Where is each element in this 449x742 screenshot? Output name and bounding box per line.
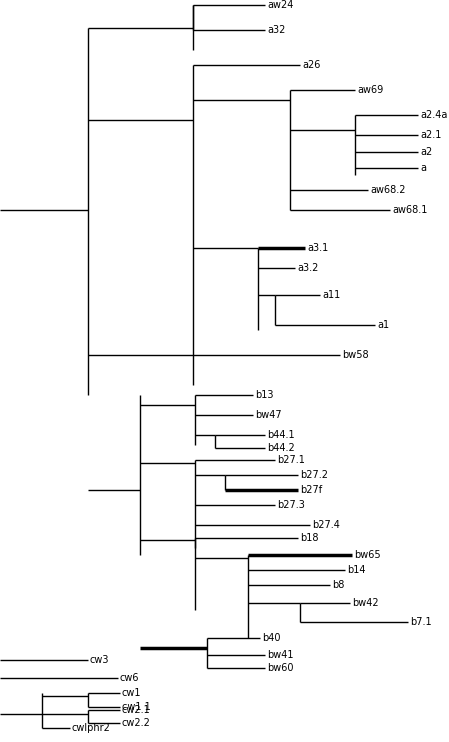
Text: b13: b13 <box>255 390 273 400</box>
Text: b27.3: b27.3 <box>277 500 305 510</box>
Text: a32: a32 <box>267 25 286 35</box>
Text: cw6: cw6 <box>120 673 140 683</box>
Text: bw58: bw58 <box>342 350 369 360</box>
Text: cw1 1: cw1 1 <box>122 702 151 712</box>
Text: b44.1: b44.1 <box>267 430 295 440</box>
Text: a2.4a: a2.4a <box>420 110 447 120</box>
Text: aw68.1: aw68.1 <box>392 205 427 215</box>
Text: aw69: aw69 <box>357 85 383 95</box>
Text: b27.4: b27.4 <box>312 520 340 530</box>
Text: b27.1: b27.1 <box>277 455 305 465</box>
Text: a11: a11 <box>322 290 340 300</box>
Text: b14: b14 <box>347 565 365 575</box>
Text: cwlphr2: cwlphr2 <box>72 723 111 733</box>
Text: b44.2: b44.2 <box>267 443 295 453</box>
Text: bw41: bw41 <box>267 650 294 660</box>
Text: a26: a26 <box>302 60 321 70</box>
Text: a3.2: a3.2 <box>297 263 318 273</box>
Text: cw2.2: cw2.2 <box>122 718 151 728</box>
Text: bw60: bw60 <box>267 663 294 673</box>
Text: bw42: bw42 <box>352 598 379 608</box>
Text: b7.1: b7.1 <box>410 617 431 627</box>
Text: cw3: cw3 <box>90 655 110 665</box>
Text: b40: b40 <box>262 633 281 643</box>
Text: b18: b18 <box>300 533 318 543</box>
Text: cw2.1: cw2.1 <box>122 705 151 715</box>
Text: aw68.2: aw68.2 <box>370 185 405 195</box>
Text: cw1: cw1 <box>122 688 141 698</box>
Text: bw65: bw65 <box>354 550 381 560</box>
Text: a1: a1 <box>377 320 389 330</box>
Text: b27f: b27f <box>300 485 322 495</box>
Text: b8: b8 <box>332 580 344 590</box>
Text: aw24: aw24 <box>267 0 293 10</box>
Text: bw47: bw47 <box>255 410 282 420</box>
Text: b27.2: b27.2 <box>300 470 328 480</box>
Text: a3.1: a3.1 <box>307 243 328 253</box>
Text: a2: a2 <box>420 147 432 157</box>
Text: a: a <box>420 163 426 173</box>
Text: a2.1: a2.1 <box>420 130 441 140</box>
